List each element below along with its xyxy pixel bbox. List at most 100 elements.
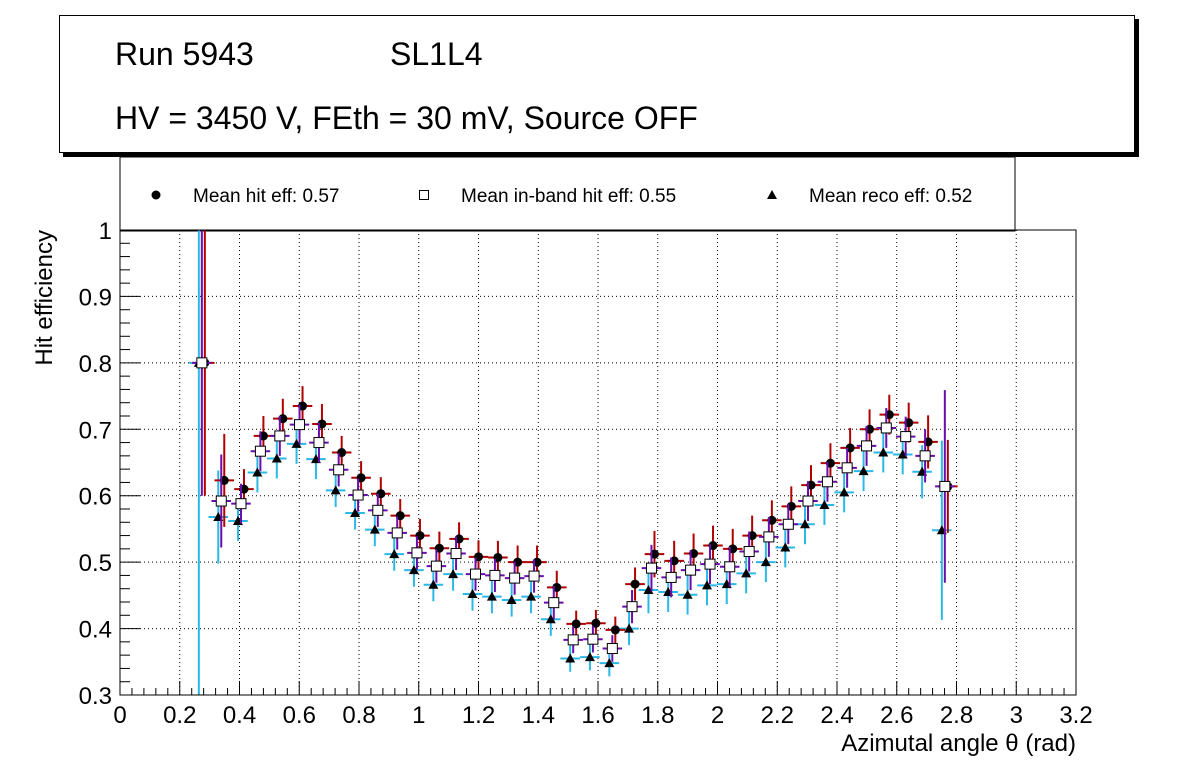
x-tick-label: 1.2	[462, 702, 495, 729]
data-point-inband	[528, 570, 540, 582]
data-point-inband	[411, 547, 423, 559]
data-point-reco	[624, 623, 635, 633]
x-tick-label: 2.4	[820, 702, 853, 729]
y-tick-label: 0.6	[79, 484, 112, 511]
data-point-hit	[571, 619, 581, 629]
data-point-inband	[294, 419, 306, 431]
data-point-reco	[408, 565, 419, 575]
data-point-reco	[858, 466, 869, 476]
data-point-reco	[448, 569, 459, 579]
legend: Mean hit eff: 0.57 Mean in-band hit eff: …	[119, 156, 1016, 232]
run-label: Run 5943	[115, 36, 254, 72]
data-point-inband	[939, 480, 951, 492]
y-tick-label: 0.4	[79, 617, 112, 644]
data-point-inband	[645, 562, 657, 574]
legend-marker-triangle	[767, 190, 777, 199]
data-point-inband	[665, 571, 677, 583]
data-point-inband	[333, 464, 345, 476]
y-tick-label: 0.8	[79, 351, 112, 378]
data-point-inband	[352, 489, 364, 501]
data-point-inband	[606, 643, 618, 654]
data-point-reco	[350, 507, 361, 517]
title-box: Run 5943 SL1L4 HV = 3450 V, FEth = 30 mV…	[59, 15, 1135, 153]
data-point-inband	[919, 450, 931, 462]
data-point-inband	[372, 504, 384, 516]
legend-entry-label: Mean hit eff: 0.57	[193, 186, 339, 207]
x-tick-label: 0.2	[163, 702, 196, 729]
data-point-reco	[252, 467, 263, 477]
x-tick-label: 0	[113, 702, 126, 729]
data-point-inband	[802, 495, 814, 507]
data-point-inband	[900, 431, 912, 443]
data-point-reco	[760, 557, 771, 567]
data-point-inband	[704, 558, 716, 570]
data-point-reco	[428, 579, 439, 589]
x-tick-label: 2	[711, 702, 724, 729]
data-point-inband	[821, 476, 833, 488]
data-point-reco	[330, 485, 341, 495]
data-point-reco	[819, 500, 830, 510]
y-tick-label: 1	[99, 218, 112, 245]
data-point-inband	[196, 357, 208, 369]
data-point-inband	[880, 422, 892, 434]
legend-marker-circle	[151, 190, 161, 200]
data-point-inband	[763, 531, 775, 543]
x-tick-label: 0.8	[342, 702, 375, 729]
data-point-inband	[509, 572, 521, 584]
data-point-reco	[584, 652, 595, 662]
data-point-reco	[467, 589, 478, 599]
legend-box	[119, 156, 1016, 232]
chamber-label: SL1L4	[390, 36, 483, 72]
data-point-hit	[591, 618, 601, 628]
data-point-inband	[215, 495, 227, 507]
data-point-reco	[545, 614, 556, 624]
data-point-reco	[486, 591, 497, 601]
x-tick-label: 1	[412, 702, 425, 729]
legend-marker-square	[419, 190, 429, 200]
data-point-inband	[430, 560, 442, 572]
data-point-reco	[604, 658, 615, 668]
x-tick-label: 1.4	[522, 702, 555, 729]
y-tick-label: 0.3	[79, 683, 112, 710]
data-point-inband	[470, 568, 481, 580]
y-axis-title: Hit efficiency	[31, 230, 58, 366]
data-point-inband	[861, 440, 873, 452]
data-point-reco	[565, 653, 576, 663]
x-axis-title: Azimutal angle θ (rad)	[841, 730, 1076, 757]
data-point-reco	[682, 589, 693, 599]
data-point-inband	[782, 518, 794, 530]
y-tick-label: 0.7	[79, 417, 112, 444]
x-tick-label: 1.8	[641, 702, 674, 729]
data-point-inband	[391, 527, 403, 539]
x-tick-label: 2.2	[761, 702, 794, 729]
data-point-reco	[369, 524, 380, 534]
data-point-reco	[271, 453, 282, 463]
data-point-inband	[724, 561, 736, 573]
data-point-reco	[800, 519, 811, 529]
data-point-reco	[741, 568, 752, 578]
data-point-hit	[610, 625, 620, 635]
data-point-inband	[841, 462, 853, 474]
data-point-reco	[702, 580, 713, 590]
conditions-label: HV = 3450 V, FEth = 30 mV, Source OFF	[115, 100, 698, 136]
data-point-inband	[254, 445, 266, 457]
data-point-hit	[630, 579, 640, 589]
x-tick-label: 2.8	[940, 702, 973, 729]
data-point-reco	[506, 595, 517, 605]
x-tick-label: 2.6	[880, 702, 913, 729]
data-point-inband	[626, 601, 638, 613]
legend-entry-label: Mean reco eff: 0.52	[809, 186, 972, 207]
data-point-inband	[685, 564, 697, 576]
data-point-inband	[235, 498, 247, 510]
data-point-inband	[450, 548, 462, 560]
data-point-reco	[839, 487, 850, 497]
y-tick-label: 0.9	[79, 284, 112, 311]
data-point-reco	[878, 447, 889, 457]
data-point-reco	[526, 591, 537, 601]
data-point-reco	[291, 438, 302, 448]
data-point-inband	[489, 569, 501, 581]
x-tick-label: 3.2	[1059, 702, 1092, 729]
data-point-inband	[274, 430, 286, 442]
data-point-reco	[780, 542, 791, 552]
